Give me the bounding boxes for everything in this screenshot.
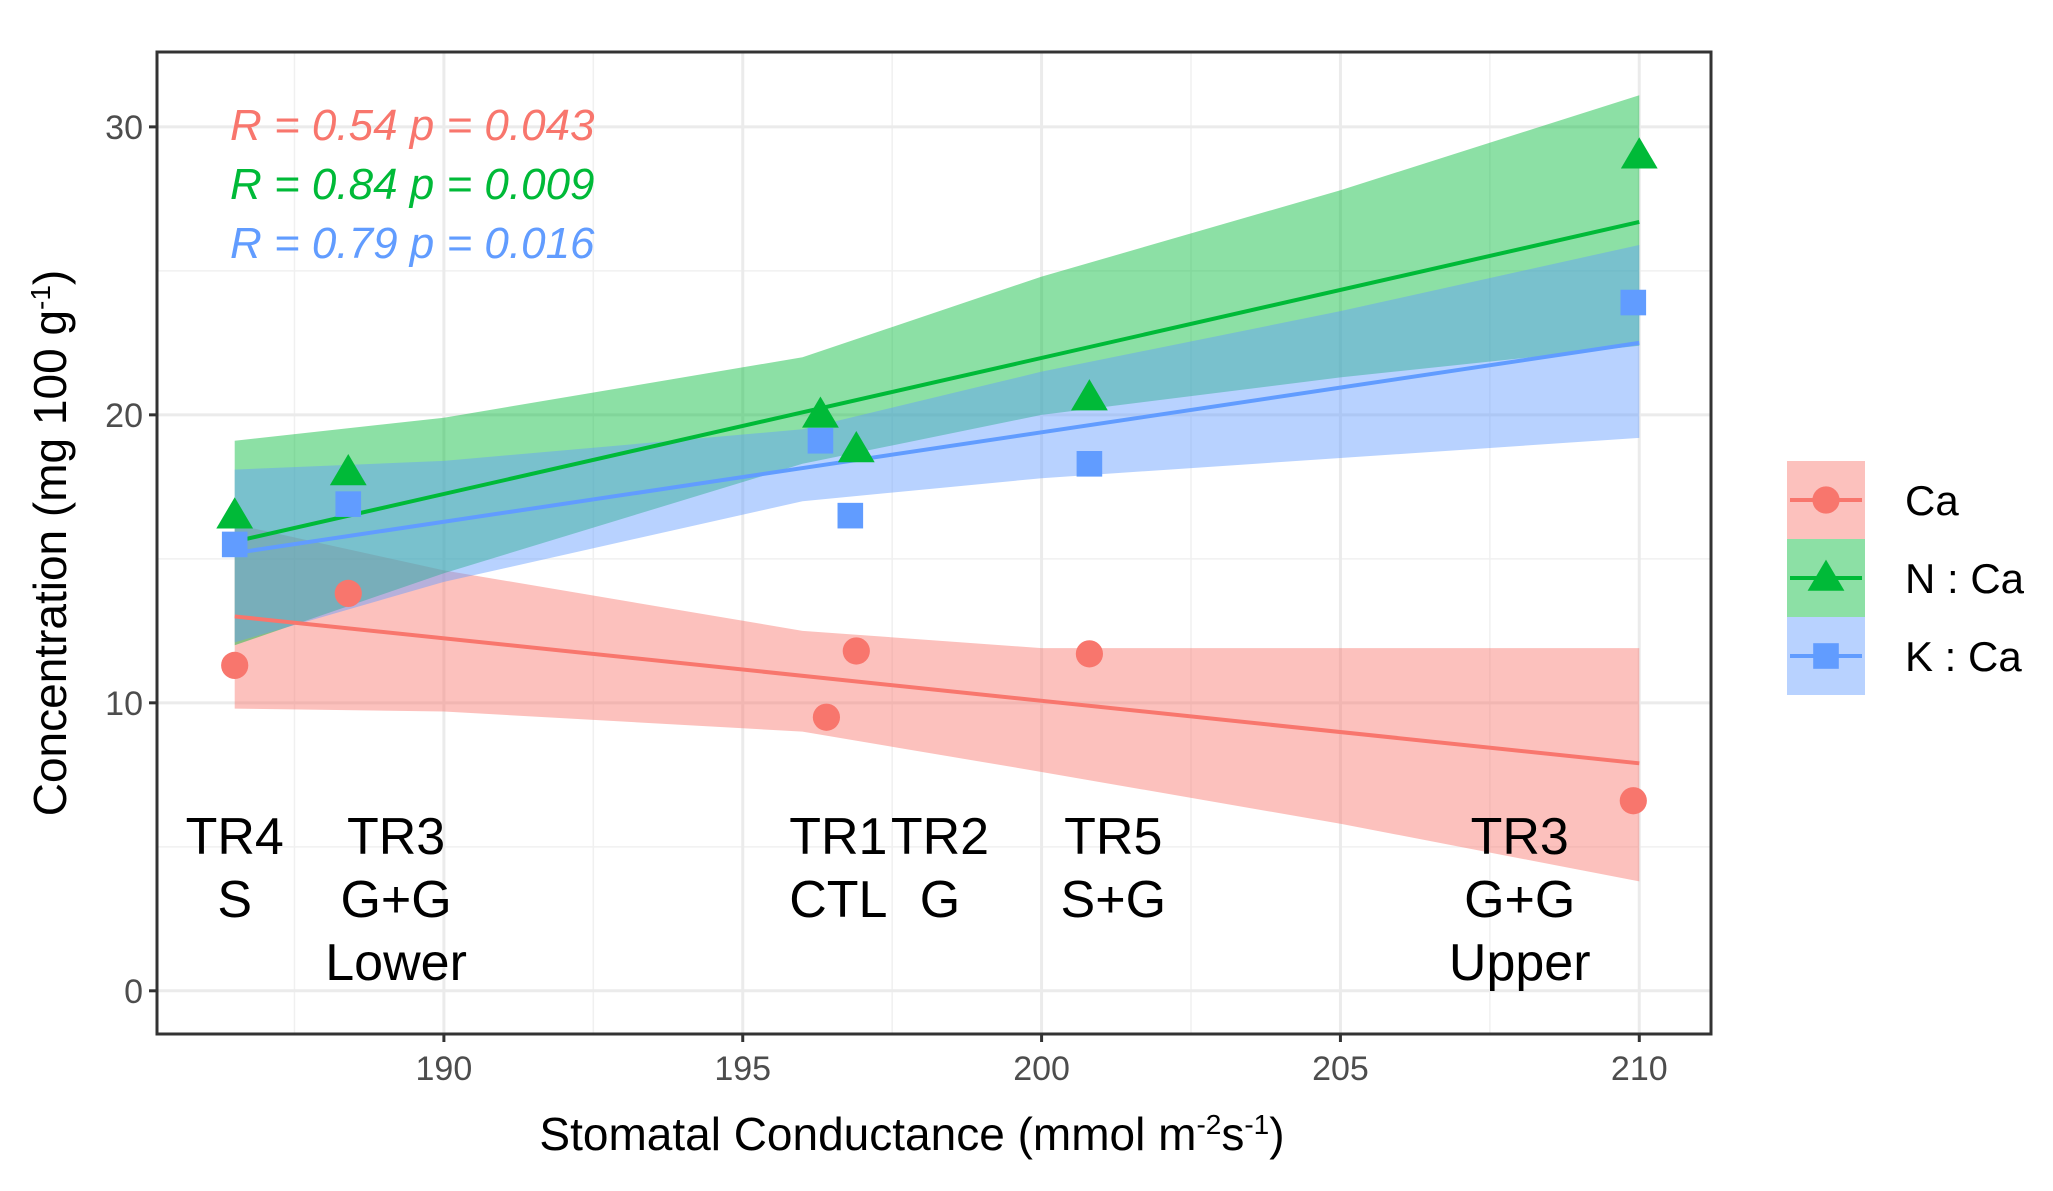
x-tick-label: 200 xyxy=(1013,1050,1070,1088)
annotation-label: G+G xyxy=(1464,871,1575,929)
grid xyxy=(157,52,1711,1034)
data-point xyxy=(802,396,839,428)
data-point xyxy=(335,491,362,517)
annotation-label: CTL xyxy=(789,871,887,929)
data-point xyxy=(807,427,834,454)
fit-line-2 xyxy=(234,340,1640,556)
annotation-label: TR4 xyxy=(186,808,284,866)
confidence-band-1 xyxy=(234,95,1640,646)
y-axis-title: Concentration (mg 100 g-1) xyxy=(24,270,76,817)
x-axis-title: Stomatal Conductance (mmol m-2s-1) xyxy=(539,1108,1284,1160)
stat-label: R = 0.79 p = 0.016 xyxy=(230,219,595,268)
data-point xyxy=(1076,451,1103,477)
data-point xyxy=(221,531,248,558)
data-point xyxy=(1620,137,1658,169)
annotation-label: TR5 xyxy=(1064,808,1162,866)
legend-label: Ca xyxy=(1905,477,1959,524)
data-point xyxy=(334,579,362,607)
fit-line-1 xyxy=(234,219,1640,544)
data-point xyxy=(837,431,875,463)
stat-label: R = 0.84 p = 0.009 xyxy=(230,160,595,209)
stat-label: R = 0.54 p = 0.043 xyxy=(230,101,595,150)
y-tick-label: 20 xyxy=(105,397,143,435)
data-point xyxy=(1619,787,1647,815)
x-tick-label: 210 xyxy=(1611,1050,1668,1088)
axes: 190 195 200 205 210 0 10 20 30 xyxy=(105,109,1667,1088)
y-tick-label: 30 xyxy=(105,109,143,147)
legend: Ca N : Ca K : Ca xyxy=(1787,461,2025,695)
annotation-label: S+G xyxy=(1061,871,1167,929)
annotation-label: TR1 xyxy=(789,808,887,866)
confidence-band-2 xyxy=(234,244,1640,643)
data-point xyxy=(216,497,254,529)
x-tick-label: 195 xyxy=(714,1050,771,1088)
annotation-label: Upper xyxy=(1449,934,1591,992)
y-tick-label: 10 xyxy=(105,685,143,723)
annotation-label: Lower xyxy=(325,934,467,992)
data-point xyxy=(842,637,870,665)
legend-marker xyxy=(1807,559,1845,591)
legend-marker xyxy=(1813,643,1839,669)
data-point xyxy=(812,703,841,731)
annotations: TR4STR3G+GLowerTR1CTLTR2GTR5S+GTR3G+GUpp… xyxy=(186,808,1591,992)
annotation-label: G xyxy=(920,871,960,929)
fit-lines xyxy=(234,219,1640,766)
annotation-label: TR3 xyxy=(347,808,445,866)
data-point xyxy=(221,651,249,679)
data-point xyxy=(1075,640,1103,668)
x-tick-label: 190 xyxy=(416,1050,473,1088)
data-points xyxy=(216,137,1658,815)
data-point xyxy=(329,454,367,486)
legend-label: N : Ca xyxy=(1905,555,2025,602)
data-point xyxy=(837,502,864,529)
annotation-label: TR3 xyxy=(1471,808,1569,866)
y-tick-label: 0 xyxy=(124,973,143,1011)
annotation-label: TR2 xyxy=(891,808,989,866)
confidence-band-0 xyxy=(234,524,1640,882)
data-point xyxy=(1620,289,1647,316)
fit-line-0 xyxy=(234,614,1640,766)
annotation-label: S xyxy=(217,871,252,929)
stat-labels: R = 0.54 p = 0.043 R = 0.84 p = 0.009 R = … xyxy=(230,101,595,268)
legend-marker xyxy=(1812,486,1840,514)
annotation-label: G+G xyxy=(340,871,451,929)
panel-border xyxy=(155,50,1713,1036)
data-point xyxy=(1071,379,1108,411)
x-tick-label: 205 xyxy=(1312,1050,1369,1088)
confidence-bands xyxy=(234,95,1640,882)
legend-label: K : Ca xyxy=(1905,633,2022,680)
